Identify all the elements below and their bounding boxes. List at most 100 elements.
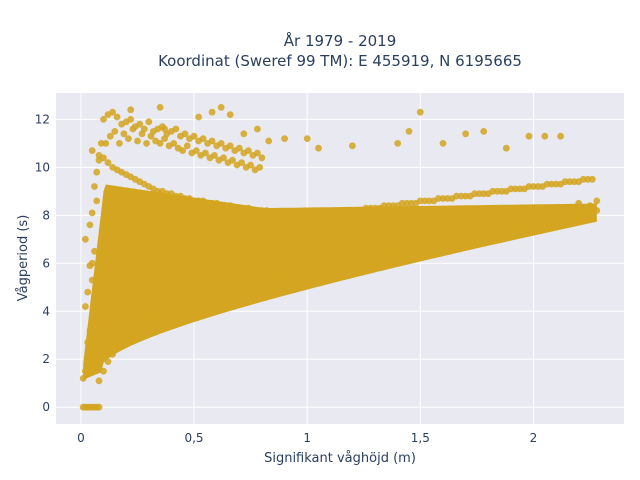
data-point bbox=[217, 140, 225, 147]
y-tick-label: 0 bbox=[42, 400, 50, 414]
data-point bbox=[588, 175, 596, 183]
data-point bbox=[149, 221, 157, 229]
data-point bbox=[213, 245, 221, 253]
data-point bbox=[91, 183, 98, 190]
data-point bbox=[181, 130, 189, 138]
data-point bbox=[502, 144, 510, 152]
x-tick-label: 1 bbox=[303, 431, 311, 445]
data-point bbox=[586, 202, 594, 210]
data-point bbox=[235, 223, 243, 231]
data-point bbox=[480, 127, 488, 135]
data-point bbox=[208, 108, 216, 116]
data-point bbox=[315, 144, 322, 152]
data-point bbox=[224, 223, 232, 231]
data-point bbox=[88, 209, 96, 217]
x-tick-label: 0 bbox=[77, 431, 85, 445]
data-point bbox=[349, 247, 356, 255]
data-point bbox=[292, 238, 300, 246]
data-point bbox=[179, 147, 187, 155]
data-point bbox=[213, 219, 221, 226]
data-point bbox=[473, 211, 481, 219]
data-point bbox=[111, 127, 119, 135]
data-point bbox=[552, 207, 560, 214]
data-point bbox=[88, 355, 96, 363]
data-point bbox=[217, 104, 225, 111]
data-point bbox=[179, 219, 187, 226]
data-point bbox=[204, 247, 212, 255]
data-point bbox=[416, 228, 424, 236]
data-point bbox=[518, 209, 526, 217]
y-tick-label: 12 bbox=[35, 112, 50, 126]
data-point bbox=[88, 276, 96, 284]
y-tick-label: 10 bbox=[35, 160, 50, 174]
x-axis-title: Signifikant våghöjd (m) bbox=[264, 451, 416, 466]
data-point bbox=[213, 298, 221, 306]
data-point bbox=[394, 214, 402, 222]
data-point bbox=[416, 108, 424, 116]
data-point bbox=[161, 125, 169, 133]
data-point bbox=[104, 293, 112, 301]
data-point bbox=[564, 214, 571, 222]
data-point bbox=[269, 221, 277, 229]
data-point bbox=[79, 375, 87, 382]
data-point bbox=[428, 226, 435, 234]
data-point bbox=[149, 207, 157, 214]
data-point bbox=[190, 228, 198, 236]
data-point bbox=[530, 209, 537, 217]
data-point bbox=[416, 214, 424, 222]
data-point bbox=[179, 228, 187, 236]
data-point bbox=[235, 243, 243, 250]
data-point bbox=[557, 132, 564, 140]
data-point bbox=[195, 250, 203, 258]
data-point bbox=[93, 168, 101, 176]
data-point bbox=[371, 245, 379, 253]
data-point bbox=[106, 132, 114, 140]
data-point bbox=[82, 303, 89, 310]
data-point bbox=[84, 288, 92, 296]
data-point bbox=[156, 104, 164, 111]
data-point bbox=[525, 132, 533, 140]
data-point bbox=[462, 130, 469, 138]
data-point bbox=[326, 235, 334, 243]
data-point bbox=[439, 214, 447, 222]
data-point bbox=[405, 127, 413, 135]
data-point bbox=[104, 358, 112, 365]
data-point bbox=[269, 240, 277, 248]
data-point bbox=[122, 240, 130, 248]
data-point bbox=[159, 219, 166, 226]
data-point bbox=[337, 233, 345, 241]
data-point bbox=[202, 149, 209, 157]
data-point bbox=[211, 152, 218, 159]
data-point bbox=[245, 147, 252, 155]
y-tick-label: 4 bbox=[42, 304, 50, 318]
data-point bbox=[91, 247, 98, 255]
data-point bbox=[265, 137, 273, 145]
data-point bbox=[303, 135, 311, 143]
data-point bbox=[235, 231, 243, 238]
data-point bbox=[95, 271, 103, 279]
tick-labels: 0 0,5 1 1,5 2 0 2 4 6 8 10 12 bbox=[35, 112, 538, 445]
data-point bbox=[593, 197, 601, 205]
data-point bbox=[192, 147, 200, 155]
data-point bbox=[254, 149, 261, 157]
data-point bbox=[439, 140, 447, 147]
data-point bbox=[168, 219, 175, 226]
x-tick-label: 1,5 bbox=[411, 431, 430, 445]
data-point bbox=[462, 226, 469, 234]
data-point bbox=[349, 142, 356, 150]
data-point bbox=[416, 235, 424, 243]
data-point bbox=[124, 135, 132, 143]
data-point bbox=[220, 154, 227, 162]
data-point bbox=[226, 111, 234, 118]
data-point bbox=[140, 223, 148, 231]
data-point bbox=[100, 307, 107, 315]
data-point bbox=[84, 360, 92, 368]
data-point bbox=[394, 140, 402, 147]
data-point bbox=[247, 161, 255, 169]
data-point bbox=[145, 118, 153, 126]
data-point bbox=[118, 336, 125, 344]
data-point bbox=[258, 221, 266, 229]
data-point bbox=[303, 235, 311, 243]
